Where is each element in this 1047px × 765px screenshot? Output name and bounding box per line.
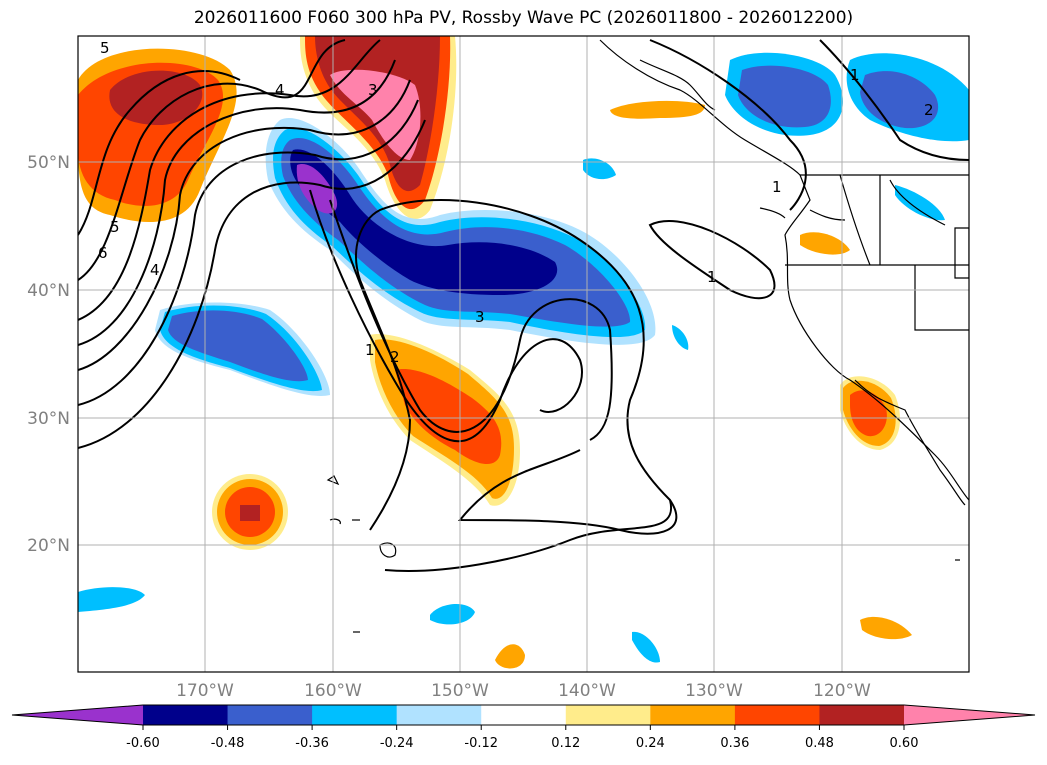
colorbar-cell — [650, 705, 736, 725]
coastlines — [599, 39, 969, 506]
negative-anomaly-northeast — [725, 52, 969, 142]
positive-anomaly-coast — [495, 100, 912, 669]
lat-label-20n: 20°N — [27, 536, 70, 556]
colorbar-tick-label: 0.60 — [890, 736, 919, 751]
contour-label: 2 — [390, 348, 400, 366]
colorbar-cell — [227, 705, 313, 725]
colorbar-tick-label: -0.24 — [380, 736, 414, 751]
colorbar-cell — [143, 705, 229, 725]
positive-anomaly-southwest — [212, 474, 288, 550]
pv-contours — [78, 39, 969, 572]
colorbar-extend-low — [12, 705, 143, 725]
lon-label-120w: 120°W — [813, 681, 871, 701]
colorbar-tick-label: -0.36 — [295, 736, 329, 751]
positive-anomaly-central — [370, 334, 520, 506]
contour-label: 4 — [275, 81, 285, 99]
contour-label: 3 — [368, 81, 378, 99]
lon-label-160w: 160°W — [304, 681, 362, 701]
contour-label: 1 — [365, 341, 375, 359]
colorbar-cell — [734, 705, 820, 725]
contour-label: 6 — [98, 244, 108, 262]
colorbar-cell — [565, 705, 651, 725]
contour-label: 2 — [924, 101, 934, 119]
longitude-labels: 170°W 160°W 150°W 140°W 130°W 120°W — [176, 681, 871, 701]
contour-label: 1 — [850, 66, 860, 84]
colorbar-extend-high — [904, 705, 1035, 725]
gridlines — [78, 36, 969, 672]
colorbar-cell — [481, 705, 567, 725]
positive-anomaly-northwest — [78, 48, 237, 223]
lon-label-130w: 130°W — [685, 681, 743, 701]
contour-label: 5 — [110, 218, 120, 236]
contour-label: 1 — [707, 268, 717, 286]
lon-label-170w: 170°W — [176, 681, 234, 701]
colorbar-tick-label: 0.24 — [636, 736, 665, 751]
lat-label-30n: 30°N — [27, 409, 70, 429]
colorbar-cell — [396, 705, 482, 725]
colorbar-tick-label: 0.48 — [805, 736, 834, 751]
colorbar-tick-label: -0.60 — [126, 736, 160, 751]
contour-label: 4 — [150, 261, 160, 279]
lat-label-40n: 40°N — [27, 281, 70, 301]
map-title: 2026011600 F060 300 hPa PV, Rossby Wave … — [193, 8, 854, 28]
colorbar-tick-label: -0.48 — [211, 736, 245, 751]
contour-label: 1 — [772, 178, 782, 196]
colorbar: -0.60 -0.48 -0.36 -0.24 -0.12 0.12 0.24 0.36 0.4… — [11, 704, 1036, 751]
lon-label-140w: 140°W — [558, 681, 616, 701]
latitude-labels: 50°N 40°N 30°N 20°N — [27, 153, 70, 556]
negative-anomaly-trough — [265, 118, 656, 345]
lon-label-150w: 150°W — [431, 681, 489, 701]
map-frame — [77, 35, 970, 673]
colorbar-tick-label: 0.36 — [720, 736, 749, 751]
contour-labels: 5 4 5 6 4 3 1 2 3 1 1 2 1 — [98, 39, 934, 366]
contour-label: 5 — [100, 39, 110, 57]
contour-label: 3 — [475, 308, 485, 326]
negative-anomaly-west-band — [155, 302, 330, 396]
colorbar-cell — [312, 705, 398, 725]
colorbar-tick-label: -0.12 — [464, 736, 498, 751]
negative-anomaly-small — [78, 158, 945, 663]
colorbar-tick-label: 0.12 — [551, 736, 580, 751]
colorbar-cell — [819, 705, 905, 725]
lat-label-50n: 50°N — [27, 153, 70, 173]
